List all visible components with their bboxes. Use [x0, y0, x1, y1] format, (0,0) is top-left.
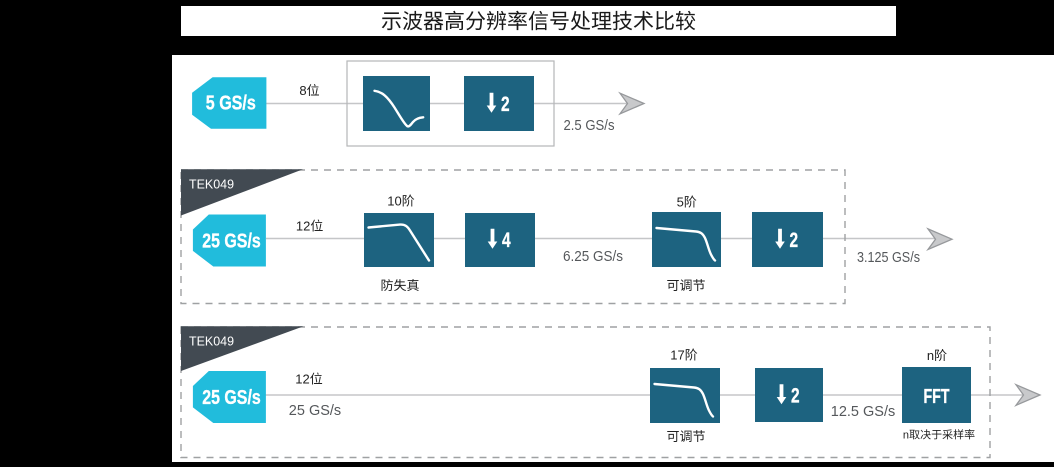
svg-text:n: n — [903, 430, 909, 442]
svg-text:2: 2 — [791, 384, 800, 407]
svg-text:8: 8 — [299, 83, 306, 98]
svg-text:5 GS/s: 5 GS/s — [206, 92, 256, 114]
svg-text:12: 12 — [295, 372, 309, 387]
svg-text:FFT: FFT — [924, 386, 950, 408]
svg-text:5: 5 — [677, 195, 684, 210]
svg-text:2: 2 — [790, 229, 799, 252]
svg-text:17: 17 — [670, 348, 684, 363]
svg-text:2: 2 — [501, 93, 510, 116]
svg-text:10: 10 — [387, 194, 401, 209]
svg-text:25 GS/s: 25 GS/s — [202, 387, 261, 409]
svg-text:n: n — [927, 348, 934, 363]
svg-text:6.25 GS/s: 6.25 GS/s — [563, 249, 623, 265]
svg-text:25 GS/s: 25 GS/s — [289, 403, 341, 419]
svg-text:12: 12 — [296, 219, 310, 234]
svg-text:TEK049: TEK049 — [189, 177, 234, 192]
svg-text:12.5 GS/s: 12.5 GS/s — [831, 404, 895, 420]
svg-text:3.125 GS/s: 3.125 GS/s — [857, 250, 920, 266]
svg-text:4: 4 — [502, 229, 511, 252]
svg-text:TEK049: TEK049 — [189, 334, 234, 349]
svg-text:25 GS/s: 25 GS/s — [202, 231, 261, 253]
svg-text:2.5 GS/s: 2.5 GS/s — [564, 118, 615, 134]
